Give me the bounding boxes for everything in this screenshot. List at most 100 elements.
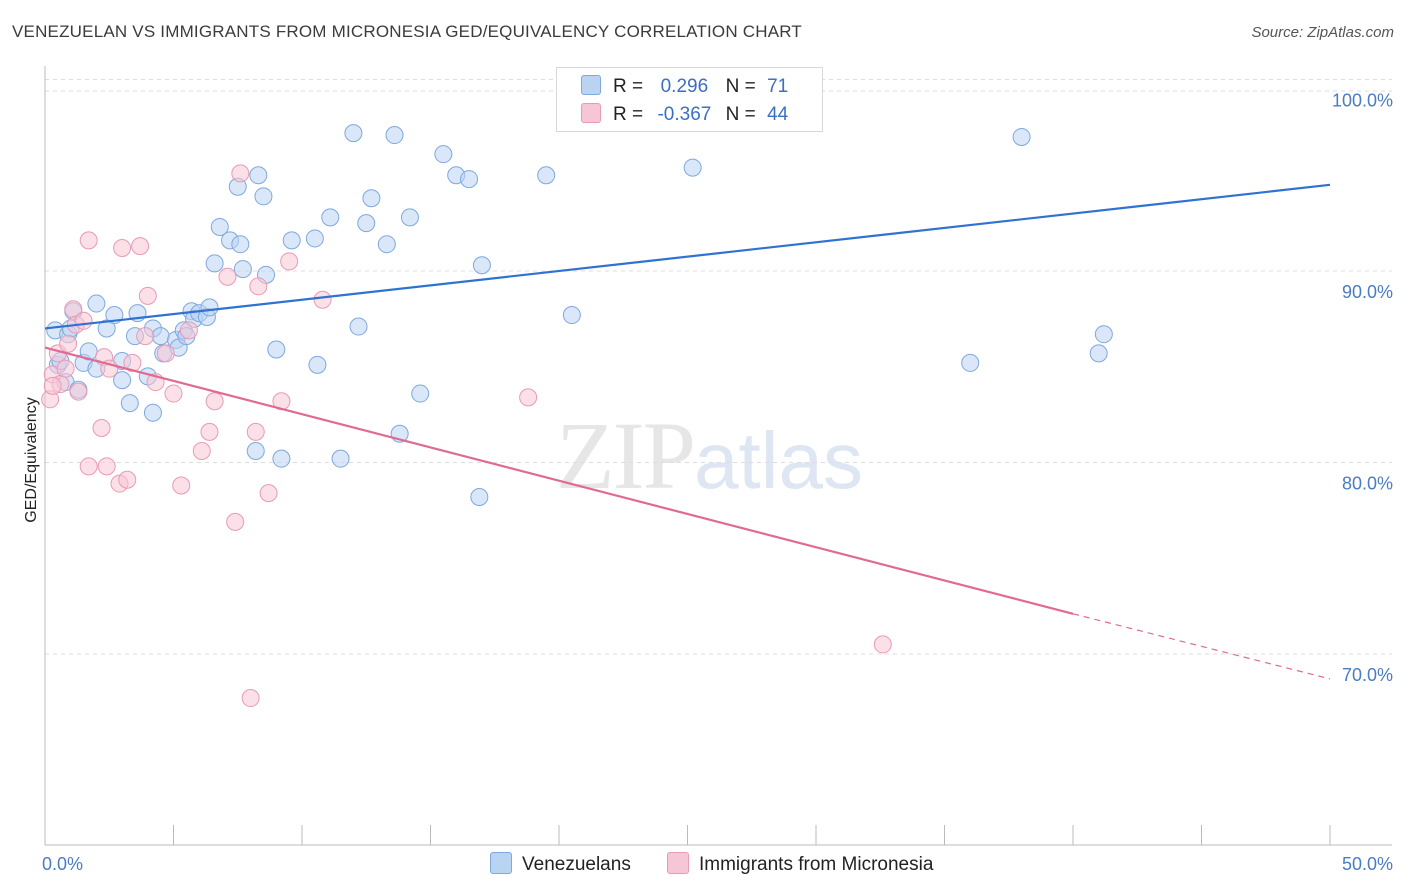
x-tick-label: 0.0%	[42, 854, 83, 874]
data-points	[41, 80, 1113, 708]
micronesia-point	[43, 376, 62, 395]
watermark: ZIPatlas	[556, 400, 863, 511]
micronesia-point	[74, 311, 93, 330]
micronesia-point	[246, 422, 265, 441]
legend-r-value: -0.367	[657, 104, 712, 125]
y-tick-label: 100.0%	[1332, 91, 1393, 111]
bottom-legend-label: Immigrants from Micronesia	[699, 854, 934, 875]
gridlines	[45, 79, 1392, 655]
venezuelan-point	[143, 403, 162, 422]
venezuelan-point	[305, 229, 324, 248]
venezuelan-point	[434, 145, 453, 164]
legend-r-label: R =	[613, 76, 644, 97]
legend-n-value: 71	[767, 76, 789, 97]
micronesia-trend-extension	[1072, 613, 1331, 680]
venezuelan-point	[210, 217, 229, 236]
venezuelan-point	[1012, 127, 1031, 146]
micronesia-point	[136, 327, 155, 346]
micronesia-point	[92, 419, 111, 438]
micronesia-point	[241, 689, 260, 708]
venezuelan-point	[537, 166, 556, 185]
legend-swatch-pink	[581, 103, 601, 123]
micronesia-point	[79, 231, 98, 250]
venezuelan-point	[97, 319, 116, 338]
venezuelan-point	[120, 394, 139, 413]
legend-n-value: 44	[767, 104, 789, 125]
venezuelan-point	[231, 235, 250, 254]
venezuelan-point	[87, 294, 106, 313]
venezuelan-point	[321, 208, 340, 227]
bottom-legend-swatch-pink	[667, 852, 689, 874]
micronesia-point	[226, 512, 245, 531]
micronesia-point	[192, 442, 211, 461]
venezuelan-point	[254, 187, 273, 206]
micronesia-point	[205, 392, 224, 411]
y-tick-label: 90.0%	[1342, 282, 1393, 302]
venezuelan-point	[562, 306, 581, 325]
venezuelan-point	[282, 231, 301, 250]
micronesia-point	[218, 267, 237, 286]
venezuelan-point	[683, 158, 702, 177]
venezuelan-point	[472, 256, 491, 275]
venezuelan-point	[460, 170, 479, 189]
bottom-legend-venezuelans: Venezuelans	[490, 852, 631, 876]
venezuelan-point	[377, 235, 396, 254]
venezuelan-point	[1089, 344, 1108, 363]
venezuelan-point	[200, 298, 219, 317]
micronesia-point	[164, 384, 183, 403]
source-label: Source: ZipAtlas.com	[1251, 24, 1394, 41]
micronesia-point	[56, 359, 75, 378]
micronesia-point	[138, 286, 157, 305]
micronesia-point	[259, 484, 278, 503]
venezuelan-point	[205, 254, 224, 273]
venezuelan-point	[411, 384, 430, 403]
y-tick-label: 70.0%	[1342, 665, 1393, 685]
x-tick-label: 50.0%	[1342, 854, 1393, 874]
venezuelan-point	[357, 214, 376, 233]
venezuelan-point	[344, 124, 363, 143]
venezuelan-point	[1094, 325, 1113, 344]
micronesia-point	[280, 252, 299, 271]
micronesia-point	[79, 457, 98, 476]
venezuelan-point	[470, 487, 489, 506]
chart-title: VENEZUELAN VS IMMIGRANTS FROM MICRONESIA…	[12, 22, 802, 41]
venezuelan-point	[308, 355, 327, 374]
micronesia-point	[59, 334, 78, 353]
bottom-legend-label: Venezuelans	[522, 854, 631, 875]
venezuelan-trend-line	[44, 183, 1331, 330]
venezuelan-point	[349, 317, 368, 336]
legend-r-value: 0.296	[660, 76, 709, 97]
bottom-legend-swatch-blue	[490, 852, 512, 874]
watermark-atlas: atlas	[694, 416, 863, 505]
venezuelan-point	[249, 166, 268, 185]
micronesia-point	[313, 290, 332, 309]
micronesia-point	[131, 237, 150, 256]
micronesia-point	[156, 344, 175, 363]
legend-row-venezuelans: R = 0.296 N = 71	[581, 75, 788, 98]
micronesia-point	[179, 321, 198, 340]
legend-box: R = 0.296 N = 71 R = -0.367 N = 44	[556, 67, 823, 132]
micronesia-point	[231, 164, 250, 183]
legend-r-label: R =	[613, 104, 644, 125]
venezuelan-point	[272, 449, 291, 468]
legend-row-micronesia: R = -0.367 N = 44	[581, 103, 788, 126]
trend-lines	[44, 183, 1331, 680]
y-tick-label: 80.0%	[1342, 474, 1393, 494]
micronesia-point	[249, 277, 268, 296]
micronesia-point	[69, 382, 88, 401]
watermark-zip: ZIP	[556, 402, 696, 509]
micronesia-point	[97, 457, 116, 476]
micronesia-point	[873, 635, 892, 654]
venezuelan-point	[385, 126, 404, 145]
axes	[44, 66, 1392, 846]
legend-swatch-blue	[581, 75, 601, 95]
venezuelan-point	[362, 189, 381, 208]
tick-labels: 70.0% 80.0% 90.0% 100.0% 0.0% 50.0%	[42, 91, 1393, 875]
venezuelan-point	[113, 371, 132, 390]
micronesia-point	[113, 239, 132, 258]
bottom-legend-micronesia: Immigrants from Micronesia	[667, 852, 933, 876]
legend-n-label: N =	[725, 104, 756, 125]
micronesia-point	[519, 388, 538, 407]
micronesia-point	[200, 422, 219, 441]
